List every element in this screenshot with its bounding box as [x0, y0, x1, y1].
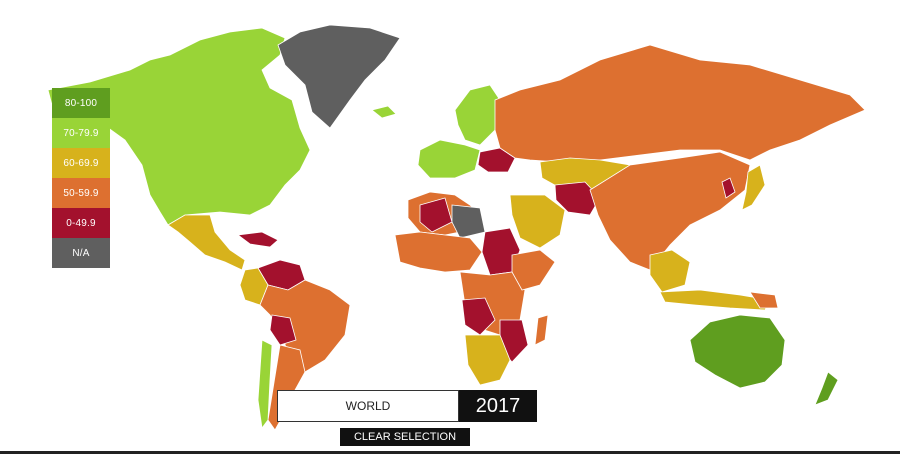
region-scandinavia[interactable]	[454, 84, 501, 146]
legend-item-na[interactable]: N/A	[52, 238, 110, 268]
region-korea[interactable]	[721, 177, 736, 199]
region-caribbean[interactable]	[236, 231, 279, 248]
year-display[interactable]: 2017	[459, 390, 537, 422]
year-label: 2017	[475, 394, 521, 417]
legend-item-70-79[interactable]: 70-79.9	[52, 118, 110, 148]
region-canada-usa[interactable]	[47, 27, 311, 226]
legend-item-60-69[interactable]: 60-69.9	[52, 148, 110, 178]
region-west-europe[interactable]	[417, 139, 481, 179]
region-russia[interactable]	[494, 44, 866, 163]
clear-selection-label: CLEAR SELECTION	[353, 431, 457, 443]
region-japan[interactable]	[741, 164, 766, 211]
region-madagascar[interactable]	[534, 314, 549, 346]
legend-item-50-59[interactable]: 50-59.9	[52, 178, 110, 208]
region-algeria[interactable]	[419, 197, 453, 233]
region-bolivia[interactable]	[269, 314, 297, 346]
legend: 80-100 70-79.9 60-69.9 50-59.9 0-49.9 N/…	[52, 88, 110, 268]
region-mexico[interactable]	[167, 214, 246, 271]
region-brazil[interactable]	[259, 279, 351, 373]
bottom-divider	[0, 451, 900, 454]
region-iceland[interactable]	[371, 105, 397, 119]
clear-selection-button[interactable]: CLEAR SELECTION	[340, 428, 470, 446]
region-middle-east[interactable]	[509, 194, 566, 249]
region-india-china[interactable]	[589, 151, 751, 271]
region-selector[interactable]: WORLD	[277, 390, 459, 422]
region-libya[interactable]	[451, 204, 486, 239]
region-label: WORLD	[345, 399, 391, 413]
legend-item-80-100[interactable]: 80-100	[52, 88, 110, 118]
region-southern-africa[interactable]	[464, 334, 511, 386]
region-indonesia[interactable]	[659, 289, 771, 311]
region-png[interactable]	[749, 291, 779, 309]
region-greenland[interactable]	[277, 24, 401, 129]
region-chile[interactable]	[257, 339, 273, 430]
region-west-africa[interactable]	[394, 231, 483, 273]
legend-item-0-49[interactable]: 0-49.9	[52, 208, 110, 238]
region-iran-afghanistan[interactable]	[554, 181, 601, 216]
region-horn-of-africa[interactable]	[511, 249, 556, 291]
region-southeast-asia[interactable]	[649, 249, 691, 293]
region-drc[interactable]	[461, 297, 496, 336]
region-australia[interactable]	[689, 314, 786, 389]
region-new-zealand[interactable]	[814, 371, 839, 406]
